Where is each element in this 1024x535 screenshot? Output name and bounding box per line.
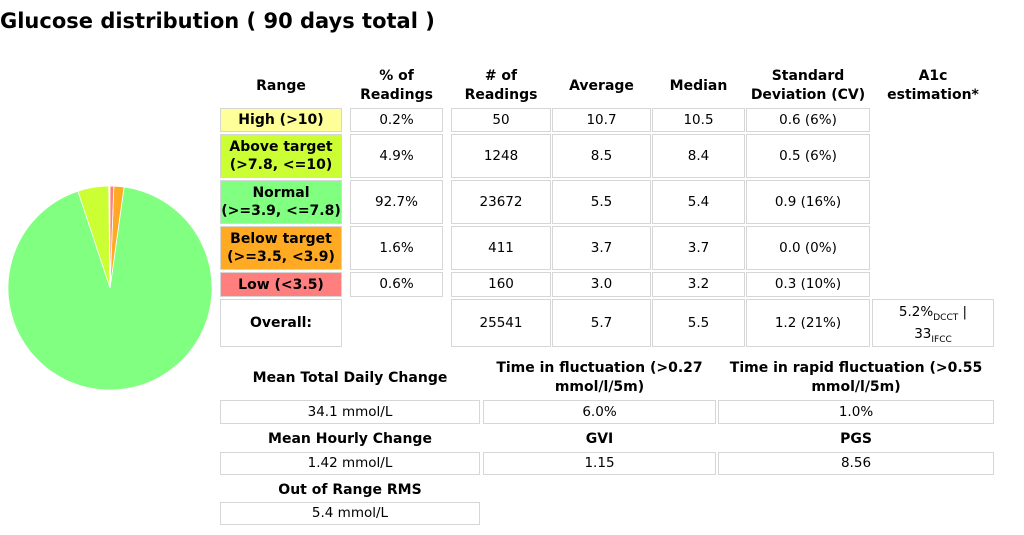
mean-hourly-change-value: 1.42 mmol/L <box>220 452 480 475</box>
cell-median: 10.5 <box>652 108 745 132</box>
pgs-label: PGS <box>840 430 872 447</box>
cell-count: 160 <box>451 272 551 297</box>
range-label-low: Low (<3.5) <box>220 272 342 297</box>
header-num-readings: # of Readings <box>464 68 538 103</box>
cell-count: 411 <box>451 226 551 270</box>
header-pct-readings: % of Readings <box>360 68 433 103</box>
cell-std-dev: 0.9 (16%) <box>746 180 870 224</box>
range-label-normal: Normal (>=3.9, <=7.8) <box>220 180 342 224</box>
header-range: Range <box>256 77 306 94</box>
header-median: Median <box>669 77 728 94</box>
mean-total-daily-change-label: Mean Total Daily Change <box>252 369 448 386</box>
cell-count: 50 <box>451 108 551 132</box>
a1c-dcct-value: 5.2% <box>898 304 934 320</box>
cell-pct: 1.6% <box>350 226 443 270</box>
cell-std-dev: 0.5 (6%) <box>746 134 870 178</box>
overall-std-dev: 1.2 (21%) <box>746 299 870 347</box>
cell-count: 23672 <box>451 180 551 224</box>
gvi-label: GVI <box>585 430 614 447</box>
mean-hourly-change-label: Mean Hourly Change <box>268 430 432 447</box>
range-label-above-target: Above target (>7.8, <=10) <box>220 134 342 178</box>
cell-pct: 4.9% <box>350 134 443 178</box>
cell-pct: 0.2% <box>350 108 443 132</box>
cell-median: 3.7 <box>652 226 745 270</box>
time-in-rapid-fluctuation-value: 1.0% <box>718 400 994 424</box>
a1c-dcct-unit: DCCT <box>933 313 959 323</box>
time-in-fluctuation-label: Time in fluctuation (>0.27 mmol/l/5m) <box>496 360 703 395</box>
cell-count: 1248 <box>451 134 551 178</box>
cell-average: 5.5 <box>552 180 651 224</box>
a1c-ifcc-value: 33 <box>914 326 932 342</box>
overall-median: 5.5 <box>652 299 745 347</box>
mean-total-daily-change-value: 34.1 mmol/L <box>220 400 480 424</box>
cell-std-dev: 0.3 (10%) <box>746 272 870 297</box>
cell-average: 10.7 <box>552 108 651 132</box>
cell-average: 3.7 <box>552 226 651 270</box>
overall-average: 5.7 <box>552 299 651 347</box>
range-label-high: High (>10) <box>220 108 342 132</box>
glucose-pie-chart <box>7 185 213 391</box>
cell-std-dev: 0.0 (0%) <box>746 226 870 270</box>
overall-label: Overall: <box>220 299 342 347</box>
out-of-range-rms-value: 5.4 mmol/L <box>220 502 480 525</box>
cell-pct: 0.6% <box>350 272 443 297</box>
a1c-separator: | <box>958 304 968 320</box>
time-in-fluctuation-value: 6.0% <box>483 400 716 424</box>
header-standard-deviation: Standard Deviation (CV) <box>750 68 866 103</box>
out-of-range-rms-label: Out of Range RMS <box>278 481 422 498</box>
cell-median: 3.2 <box>652 272 745 297</box>
cell-std-dev: 0.6 (6%) <box>746 108 870 132</box>
a1c-estimation-value: 5.2%DCCT | 33IFCC <box>872 299 994 347</box>
time-in-rapid-fluctuation-label: Time in rapid fluctuation (>0.55 mmol/l/… <box>729 360 983 395</box>
cell-average: 8.5 <box>552 134 651 178</box>
cell-average: 3.0 <box>552 272 651 297</box>
page-title: Glucose distribution ( 90 days total ) <box>0 9 435 33</box>
pie-slice-4 <box>109 185 115 289</box>
a1c-ifcc-unit: IFCC <box>931 335 952 345</box>
header-average: Average <box>569 77 634 94</box>
header-a1c-estimation: A1c estimation* <box>887 68 979 103</box>
cell-median: 5.4 <box>652 180 745 224</box>
cell-pct: 92.7% <box>350 180 443 224</box>
pgs-value: 8.56 <box>718 452 994 475</box>
overall-count: 25541 <box>451 299 551 347</box>
range-label-below-target: Below target (>=3.5, <3.9) <box>220 226 342 270</box>
gvi-value: 1.15 <box>483 452 716 475</box>
cell-median: 8.4 <box>652 134 745 178</box>
pie-slice-2 <box>7 186 213 391</box>
